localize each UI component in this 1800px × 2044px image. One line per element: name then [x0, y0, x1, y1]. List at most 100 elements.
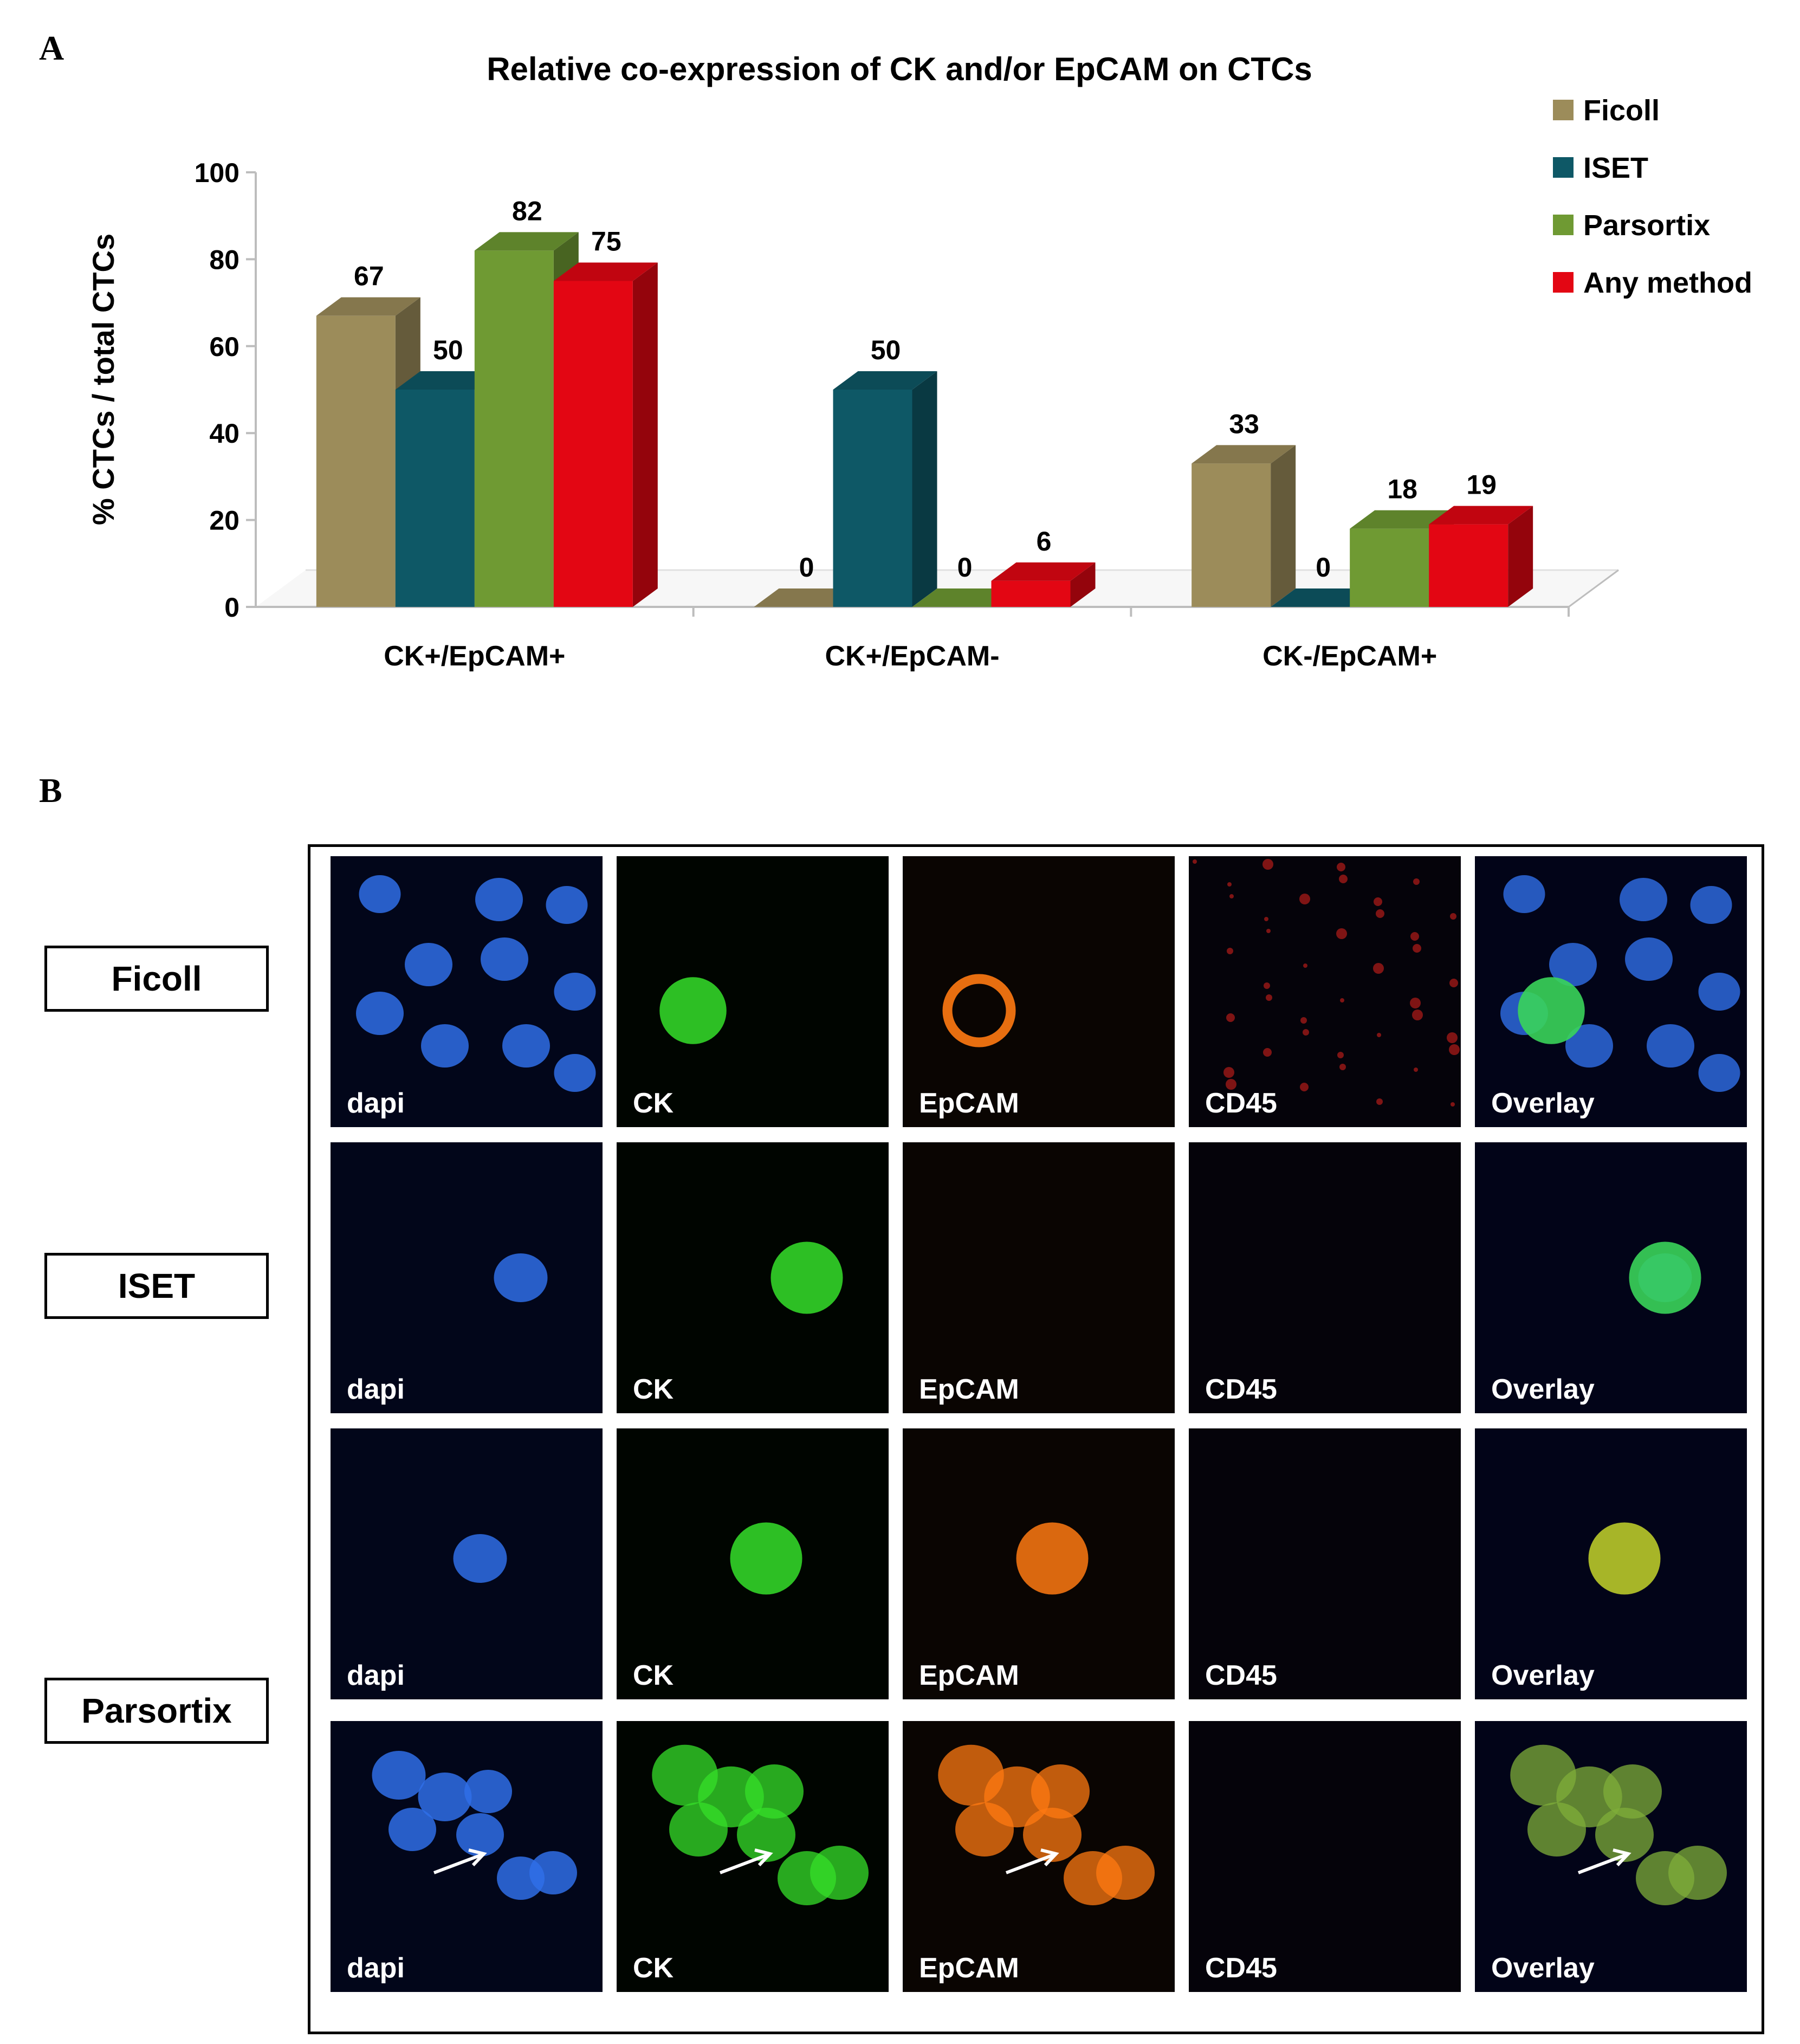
- speckle: [1451, 1102, 1455, 1107]
- row-label-ficoll: Ficoll: [44, 946, 269, 1012]
- stained-cell: [1668, 1846, 1727, 1900]
- bar-value-label: 0: [1316, 552, 1331, 583]
- bar: [553, 262, 658, 607]
- channel-label: EpCAM: [919, 1088, 1019, 1119]
- micrograph-r3-overlay: Overlay: [1475, 1428, 1747, 1699]
- speckle: [1339, 1064, 1346, 1070]
- micrograph-image: [1189, 1142, 1461, 1413]
- arrow-icon: [719, 1853, 770, 1874]
- panel-b-letter: B: [39, 771, 62, 810]
- channel-label: dapi: [347, 1088, 405, 1119]
- legend-swatch: [1553, 100, 1574, 120]
- channel-label: CD45: [1205, 1660, 1277, 1691]
- x-category-label: CK+/EpCAM+: [384, 641, 565, 672]
- bar-side: [1070, 562, 1096, 607]
- bar: [991, 562, 1096, 607]
- channel-label: CD45: [1205, 1088, 1277, 1119]
- bar-value-label: 75: [591, 227, 621, 257]
- micrograph-image: [730, 1522, 802, 1595]
- channel-label: CK: [633, 1088, 674, 1119]
- y-axis-label: % CTCs / total CTCs: [86, 234, 120, 525]
- nucleus: [1690, 886, 1732, 924]
- micrograph-r1-epcam: EpCAM: [903, 856, 1175, 1127]
- micrograph-image: [1510, 1744, 1727, 1905]
- stained-cell: [942, 974, 1016, 1047]
- row-label-parsortix: Parsortix: [44, 1678, 269, 1744]
- nucleus: [464, 1770, 512, 1813]
- micrograph-r3-dapi: dapi: [331, 1428, 603, 1699]
- micrograph-r2-overlay: Overlay: [1475, 1142, 1747, 1413]
- nucleus: [418, 1773, 472, 1821]
- bar-top: [1429, 506, 1533, 525]
- micrograph-r1-ck: CK: [617, 856, 889, 1127]
- x-category-label: CK+/EpCAM-: [825, 641, 999, 672]
- nucleus: [1698, 973, 1740, 1011]
- speckle: [1373, 963, 1384, 974]
- stained-cell: [770, 1241, 843, 1314]
- channel-label: CK: [633, 1374, 674, 1405]
- micrograph-image: [652, 1744, 869, 1905]
- bar-top: [754, 588, 858, 607]
- y-tick-label: 100: [195, 158, 239, 188]
- panel-a-letter: A: [39, 29, 64, 67]
- legend-swatch: [1553, 157, 1574, 178]
- speckle: [1300, 1017, 1307, 1024]
- micrograph-image: [659, 977, 727, 1044]
- bar-value-label: 0: [799, 552, 814, 583]
- stained-cell: [1629, 1241, 1701, 1314]
- nucleus: [1549, 943, 1597, 986]
- bar-top: [474, 232, 579, 251]
- nucleus: [456, 1813, 504, 1857]
- bar-front: [474, 250, 554, 607]
- micrograph-r2-cd45: CD45: [1189, 1142, 1461, 1413]
- y-tick-label: 80: [209, 244, 239, 275]
- speckle: [1262, 859, 1273, 870]
- arrow-icon: [1005, 1853, 1056, 1874]
- micrograph-image: [1016, 1522, 1089, 1595]
- legend-label: Any method: [1583, 267, 1752, 299]
- bar-value-label: 0: [957, 552, 973, 583]
- speckle: [1412, 1010, 1423, 1020]
- bar-side: [1271, 445, 1296, 607]
- bar-chart: Relative co-expression of CK and/or EpCA…: [86, 51, 1752, 672]
- bar: [912, 588, 1016, 607]
- micrograph-image: [942, 974, 1016, 1047]
- speckle: [1340, 998, 1344, 1002]
- stained-cell: [669, 1802, 728, 1857]
- legend-label: ISET: [1583, 152, 1648, 184]
- micrograph-image: [1629, 1241, 1701, 1314]
- nucleus: [1625, 937, 1673, 981]
- bar-top: [912, 588, 1016, 607]
- speckle: [1450, 913, 1456, 920]
- micrograph-r4-ck: CK: [617, 1721, 889, 1992]
- channel-label: EpCAM: [919, 1660, 1019, 1691]
- legend-swatch: [1553, 215, 1574, 235]
- stained-cell: [737, 1808, 795, 1862]
- speckle: [1337, 863, 1345, 871]
- bar-top: [1271, 588, 1375, 607]
- speckle: [1263, 1048, 1272, 1057]
- bar: [1271, 588, 1375, 607]
- stained-cell: [1031, 1764, 1090, 1819]
- y-tick-label: 0: [224, 592, 239, 623]
- y-tick-label: 40: [209, 418, 239, 449]
- y-tick-label: 60: [209, 332, 239, 362]
- arrow-head-icon: [468, 1848, 487, 1867]
- stained-cell: [955, 1802, 1014, 1857]
- speckle: [1227, 882, 1232, 887]
- stained-cell: [810, 1846, 869, 1900]
- stained-cell: [1588, 1522, 1661, 1595]
- channel-label: EpCAM: [919, 1374, 1019, 1405]
- stained-cell: [1016, 1522, 1089, 1595]
- legend-swatch: [1553, 272, 1574, 293]
- bar-top: [991, 562, 1096, 581]
- channel-label: EpCAM: [919, 1952, 1019, 1984]
- bar-top: [316, 297, 420, 316]
- bar-side: [632, 262, 658, 607]
- speckle: [1376, 1098, 1383, 1105]
- legend-label: Parsortix: [1583, 209, 1710, 242]
- nucleus: [356, 992, 404, 1035]
- speckle: [1410, 998, 1421, 1008]
- speckle: [1266, 994, 1272, 1001]
- speckle: [1264, 982, 1270, 989]
